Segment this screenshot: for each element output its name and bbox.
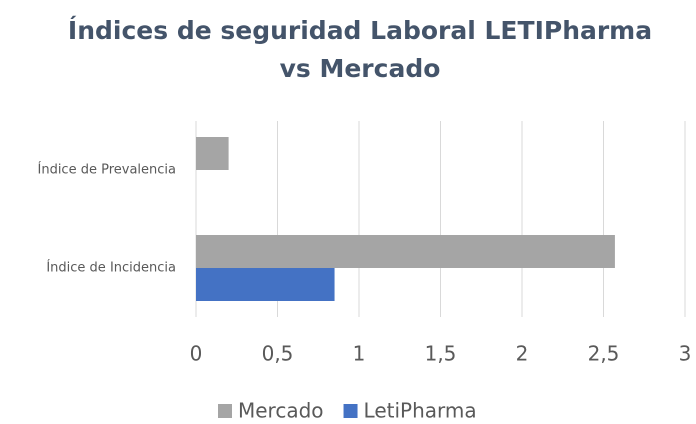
legend-label: LetiPharma bbox=[364, 399, 477, 423]
bar bbox=[196, 235, 615, 268]
x-tick-label: 0 bbox=[190, 342, 203, 366]
x-tick-label: 3 bbox=[679, 342, 692, 366]
y-tick-label: Índice de Incidencia bbox=[46, 260, 176, 276]
bar bbox=[196, 268, 335, 301]
chart-title: Índices de seguridad Laboral LETIPharma … bbox=[67, 16, 653, 83]
x-tick-label: 1,5 bbox=[425, 342, 457, 366]
x-tick-label: 2 bbox=[516, 342, 529, 366]
bar bbox=[196, 137, 229, 170]
x-tick-label: 0,5 bbox=[262, 342, 294, 366]
legend-label: Mercado bbox=[238, 399, 324, 423]
x-tick-label: 1 bbox=[353, 342, 366, 366]
y-tick-label: Índice de Prevalencia bbox=[38, 162, 177, 178]
x-tick-label: 2,5 bbox=[588, 342, 620, 366]
legend-swatch bbox=[343, 404, 358, 418]
legend-swatch bbox=[218, 404, 232, 418]
